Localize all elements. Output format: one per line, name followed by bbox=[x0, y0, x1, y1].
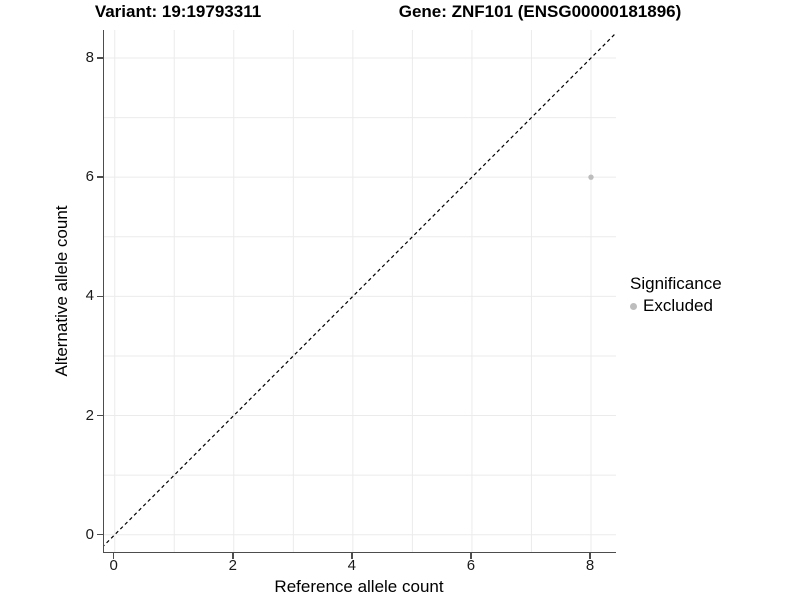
variant-title: Variant: 19:19793311 bbox=[94, 2, 262, 21]
y-tick-mark bbox=[97, 533, 103, 536]
y-tick-label: 8 bbox=[85, 49, 94, 66]
y-tick-label: 0 bbox=[85, 525, 94, 543]
legend-title: Significance bbox=[630, 274, 722, 293]
y-tick-mark bbox=[97, 57, 103, 59]
legend-key-dot-icon bbox=[630, 302, 637, 310]
plot-panel bbox=[103, 30, 616, 553]
x-tick-label: 6 bbox=[466, 557, 476, 574]
gene-title: Gene: ZNF101 (ENSG00000181896) bbox=[398, 2, 682, 21]
y-tick-label: 2 bbox=[85, 406, 94, 424]
plot-canvas bbox=[104, 30, 616, 552]
data-point bbox=[588, 174, 594, 180]
y-tick-label: 4 bbox=[85, 287, 94, 305]
identity-line bbox=[104, 32, 616, 547]
legend: Significance Excluded bbox=[630, 274, 722, 316]
y-tick-mark bbox=[97, 295, 103, 298]
x-tick-label: 0 bbox=[109, 557, 118, 574]
x-axis-title: Reference allele count bbox=[274, 577, 444, 596]
y-tick-label: 6 bbox=[85, 168, 94, 186]
x-tick-mark bbox=[589, 553, 591, 559]
y-tick-mark bbox=[97, 414, 103, 417]
x-tick-mark bbox=[112, 553, 115, 559]
x-tick-mark bbox=[351, 553, 353, 559]
x-tick-label: 8 bbox=[585, 557, 595, 574]
legend-entry-label: Excluded bbox=[643, 296, 713, 315]
x-tick-label: 4 bbox=[347, 557, 357, 574]
x-tick-mark bbox=[470, 553, 472, 559]
x-tick-label: 2 bbox=[228, 557, 237, 574]
x-tick-mark bbox=[232, 553, 234, 559]
y-tick-mark bbox=[97, 176, 103, 178]
legend-entry-excluded: Excluded bbox=[630, 296, 722, 316]
